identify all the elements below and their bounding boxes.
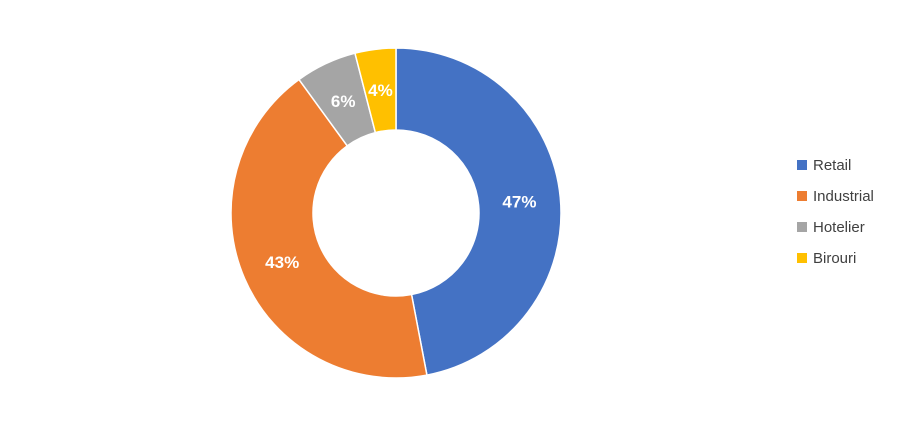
data-label-industrial: 43% [265,253,299,272]
legend-label-hotelier: Hotelier [813,219,865,236]
data-label-hotelier: 6% [331,92,356,111]
slice-birouri [354,47,397,134]
legend-swatch-birouri [797,253,807,263]
legend-swatch-industrial [797,191,807,201]
slice-industrial [230,78,428,379]
legend-label-industrial: Industrial [813,188,874,205]
legend-label-birouri: Birouri [813,250,856,267]
legend-swatch-retail [797,160,807,170]
data-labels-group: 47% 43% 6% 4% [265,81,536,272]
legend-label-retail: Retail [813,157,851,174]
data-label-birouri: 4% [368,81,393,100]
slices-group [230,47,562,379]
data-label-retail: 47% [502,192,536,211]
slice-retail [395,47,562,376]
legend-swatch-hotelier [797,222,807,232]
legend: Retail Industrial Hotelier Birouri [797,157,874,267]
